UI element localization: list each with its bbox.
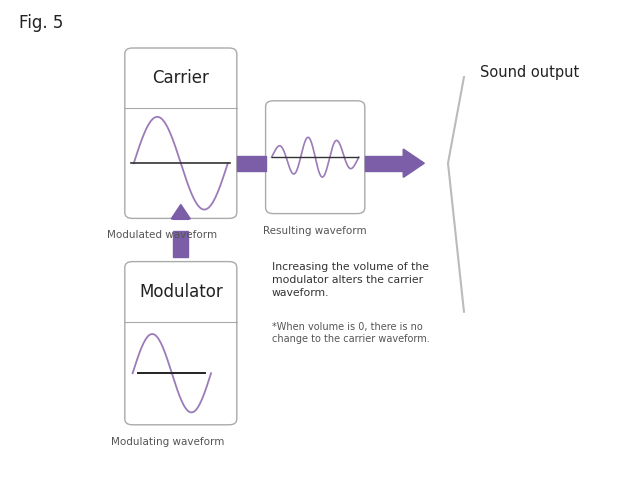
Text: Resulting waveform: Resulting waveform [264,226,367,236]
Bar [237,156,266,171]
FancyBboxPatch shape [266,101,365,214]
Text: Modulated waveform: Modulated waveform [106,230,217,240]
Bar [173,231,188,257]
FancyArrow shape [172,204,191,219]
Text: *When volume is 0, there is no
change to the carrier waveform.: *When volume is 0, there is no change to… [272,322,429,344]
FancyBboxPatch shape [125,262,237,425]
Text: Fig. 5: Fig. 5 [19,14,63,33]
Text: Carrier: Carrier [152,69,209,87]
Text: Increasing the volume of the
modulator alters the carrier
waveform.: Increasing the volume of the modulator a… [272,262,429,298]
FancyBboxPatch shape [125,48,237,218]
Bar [365,156,403,171]
Text: Sound output: Sound output [480,64,579,80]
FancyArrow shape [403,149,424,177]
Text: Modulating waveform: Modulating waveform [111,437,225,447]
Text: Modulator: Modulator [139,283,223,300]
